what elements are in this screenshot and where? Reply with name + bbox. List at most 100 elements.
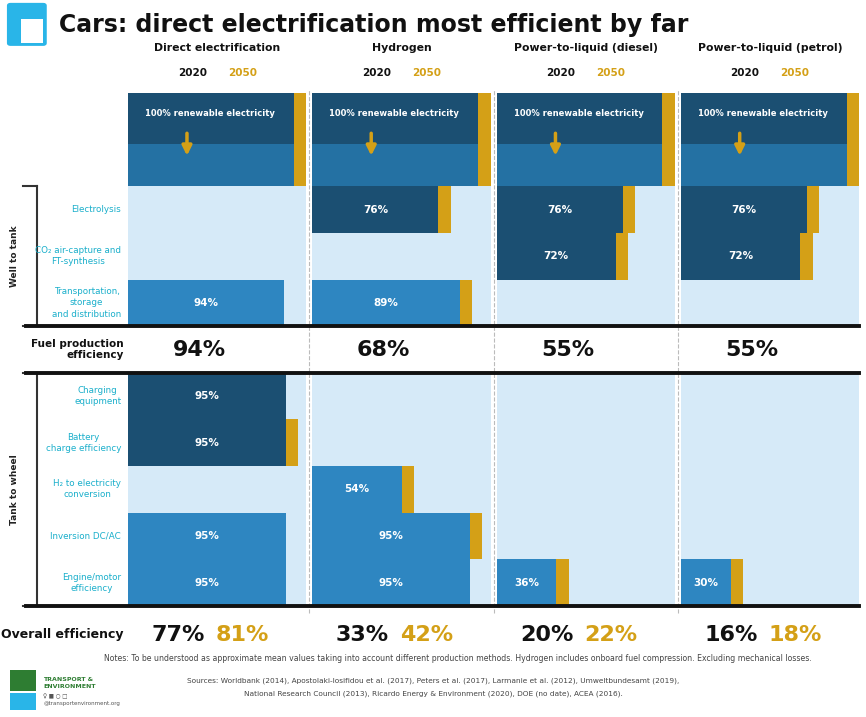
Bar <box>681 93 847 186</box>
Text: 55%: 55% <box>541 340 594 359</box>
Text: 100% renewable electricity: 100% renewable electricity <box>698 109 828 118</box>
Bar <box>313 373 490 419</box>
Bar <box>847 93 859 186</box>
Bar <box>800 233 812 280</box>
Text: 18%: 18% <box>768 625 822 645</box>
Text: 33%: 33% <box>336 625 389 645</box>
Bar <box>128 280 307 326</box>
Text: Direct electrification: Direct electrification <box>154 43 281 53</box>
Bar <box>313 280 460 326</box>
Text: Power-to-liquid (diesel): Power-to-liquid (diesel) <box>514 43 657 53</box>
Text: 100% renewable electricity: 100% renewable electricity <box>514 109 643 118</box>
Text: 20%: 20% <box>520 625 573 645</box>
Bar <box>313 466 490 513</box>
Bar <box>616 233 629 280</box>
Bar <box>128 513 307 559</box>
Text: Cars: direct electrification most efficient by far: Cars: direct electrification most effici… <box>59 13 688 37</box>
Text: 95%: 95% <box>195 391 219 401</box>
Text: Charging
equipment: Charging equipment <box>74 386 121 407</box>
Text: 95%: 95% <box>195 438 219 447</box>
Bar <box>681 186 859 233</box>
Text: Engine/motor
efficiency: Engine/motor efficiency <box>62 572 121 593</box>
Bar <box>497 419 675 466</box>
Text: 42%: 42% <box>400 625 453 645</box>
Text: 36%: 36% <box>514 578 539 587</box>
Bar <box>128 419 286 466</box>
Text: 95%: 95% <box>195 578 219 587</box>
Bar <box>681 145 847 186</box>
Bar <box>681 419 859 466</box>
Text: 30%: 30% <box>694 578 718 587</box>
Bar <box>313 186 438 233</box>
Text: 2020: 2020 <box>362 68 391 78</box>
Bar <box>681 559 859 606</box>
Bar <box>470 513 482 559</box>
Bar <box>681 373 859 419</box>
Bar <box>497 186 623 233</box>
Bar <box>731 559 743 606</box>
Bar <box>402 466 414 513</box>
Text: 100% renewable electricity: 100% renewable electricity <box>145 109 275 118</box>
Bar <box>681 186 807 233</box>
Bar <box>681 233 859 280</box>
Bar <box>128 280 284 326</box>
Bar <box>497 93 662 186</box>
Bar <box>10 693 36 710</box>
Bar <box>497 233 675 280</box>
Bar <box>128 466 307 513</box>
Text: National Research Council (2013), Ricardo Energy & Environment (2020), DOE (no d: National Research Council (2013), Ricard… <box>243 690 623 697</box>
Text: 95%: 95% <box>378 578 404 587</box>
Text: 22%: 22% <box>585 625 637 645</box>
Bar <box>10 670 36 692</box>
Text: 2050: 2050 <box>780 68 810 78</box>
Bar <box>128 373 286 419</box>
Text: 76%: 76% <box>363 205 388 214</box>
Bar <box>313 513 490 559</box>
Text: 2020: 2020 <box>731 68 759 78</box>
Text: Electrolysis: Electrolysis <box>72 205 121 214</box>
Bar <box>313 466 402 513</box>
Bar <box>497 466 675 513</box>
Bar <box>313 186 490 233</box>
Bar <box>681 559 731 606</box>
Text: 68%: 68% <box>357 340 410 359</box>
Bar <box>128 233 307 280</box>
Text: 95%: 95% <box>378 531 404 541</box>
Bar <box>497 186 675 233</box>
Bar <box>807 186 819 233</box>
Bar <box>313 280 490 326</box>
Bar <box>497 145 662 186</box>
Bar <box>128 559 307 606</box>
Bar <box>128 559 286 606</box>
Bar <box>497 233 616 280</box>
Bar <box>313 513 470 559</box>
Text: Hydrogen: Hydrogen <box>372 43 431 53</box>
Bar <box>556 559 569 606</box>
Text: 2050: 2050 <box>228 68 256 78</box>
Text: 81%: 81% <box>216 625 268 645</box>
Text: 2020: 2020 <box>546 68 575 78</box>
Text: TRANSPORT &: TRANSPORT & <box>43 677 94 682</box>
Text: 72%: 72% <box>544 252 569 261</box>
Text: @transportenvironment.org: @transportenvironment.org <box>43 701 120 706</box>
FancyBboxPatch shape <box>7 3 47 46</box>
Text: 2050: 2050 <box>412 68 441 78</box>
Text: Transportation,
storage
and distribution: Transportation, storage and distribution <box>52 288 121 318</box>
Text: 2050: 2050 <box>596 68 625 78</box>
Text: 2020: 2020 <box>178 68 207 78</box>
Bar <box>681 466 859 513</box>
Text: Power-to-liquid (petrol): Power-to-liquid (petrol) <box>698 43 843 53</box>
Bar <box>662 93 675 186</box>
Bar <box>313 559 470 606</box>
Text: 54%: 54% <box>345 485 370 494</box>
Bar <box>497 513 675 559</box>
Text: Fuel production
efficiency: Fuel production efficiency <box>31 338 124 361</box>
Bar <box>497 280 675 326</box>
Text: 72%: 72% <box>728 252 753 261</box>
Text: ♀ ■ ○ □: ♀ ■ ○ □ <box>43 693 68 699</box>
Text: H₂ to electricity
conversion: H₂ to electricity conversion <box>54 479 121 500</box>
Text: Tank to wheel: Tank to wheel <box>10 454 19 525</box>
Bar <box>497 559 675 606</box>
Text: 76%: 76% <box>547 205 572 214</box>
Bar <box>478 93 490 186</box>
